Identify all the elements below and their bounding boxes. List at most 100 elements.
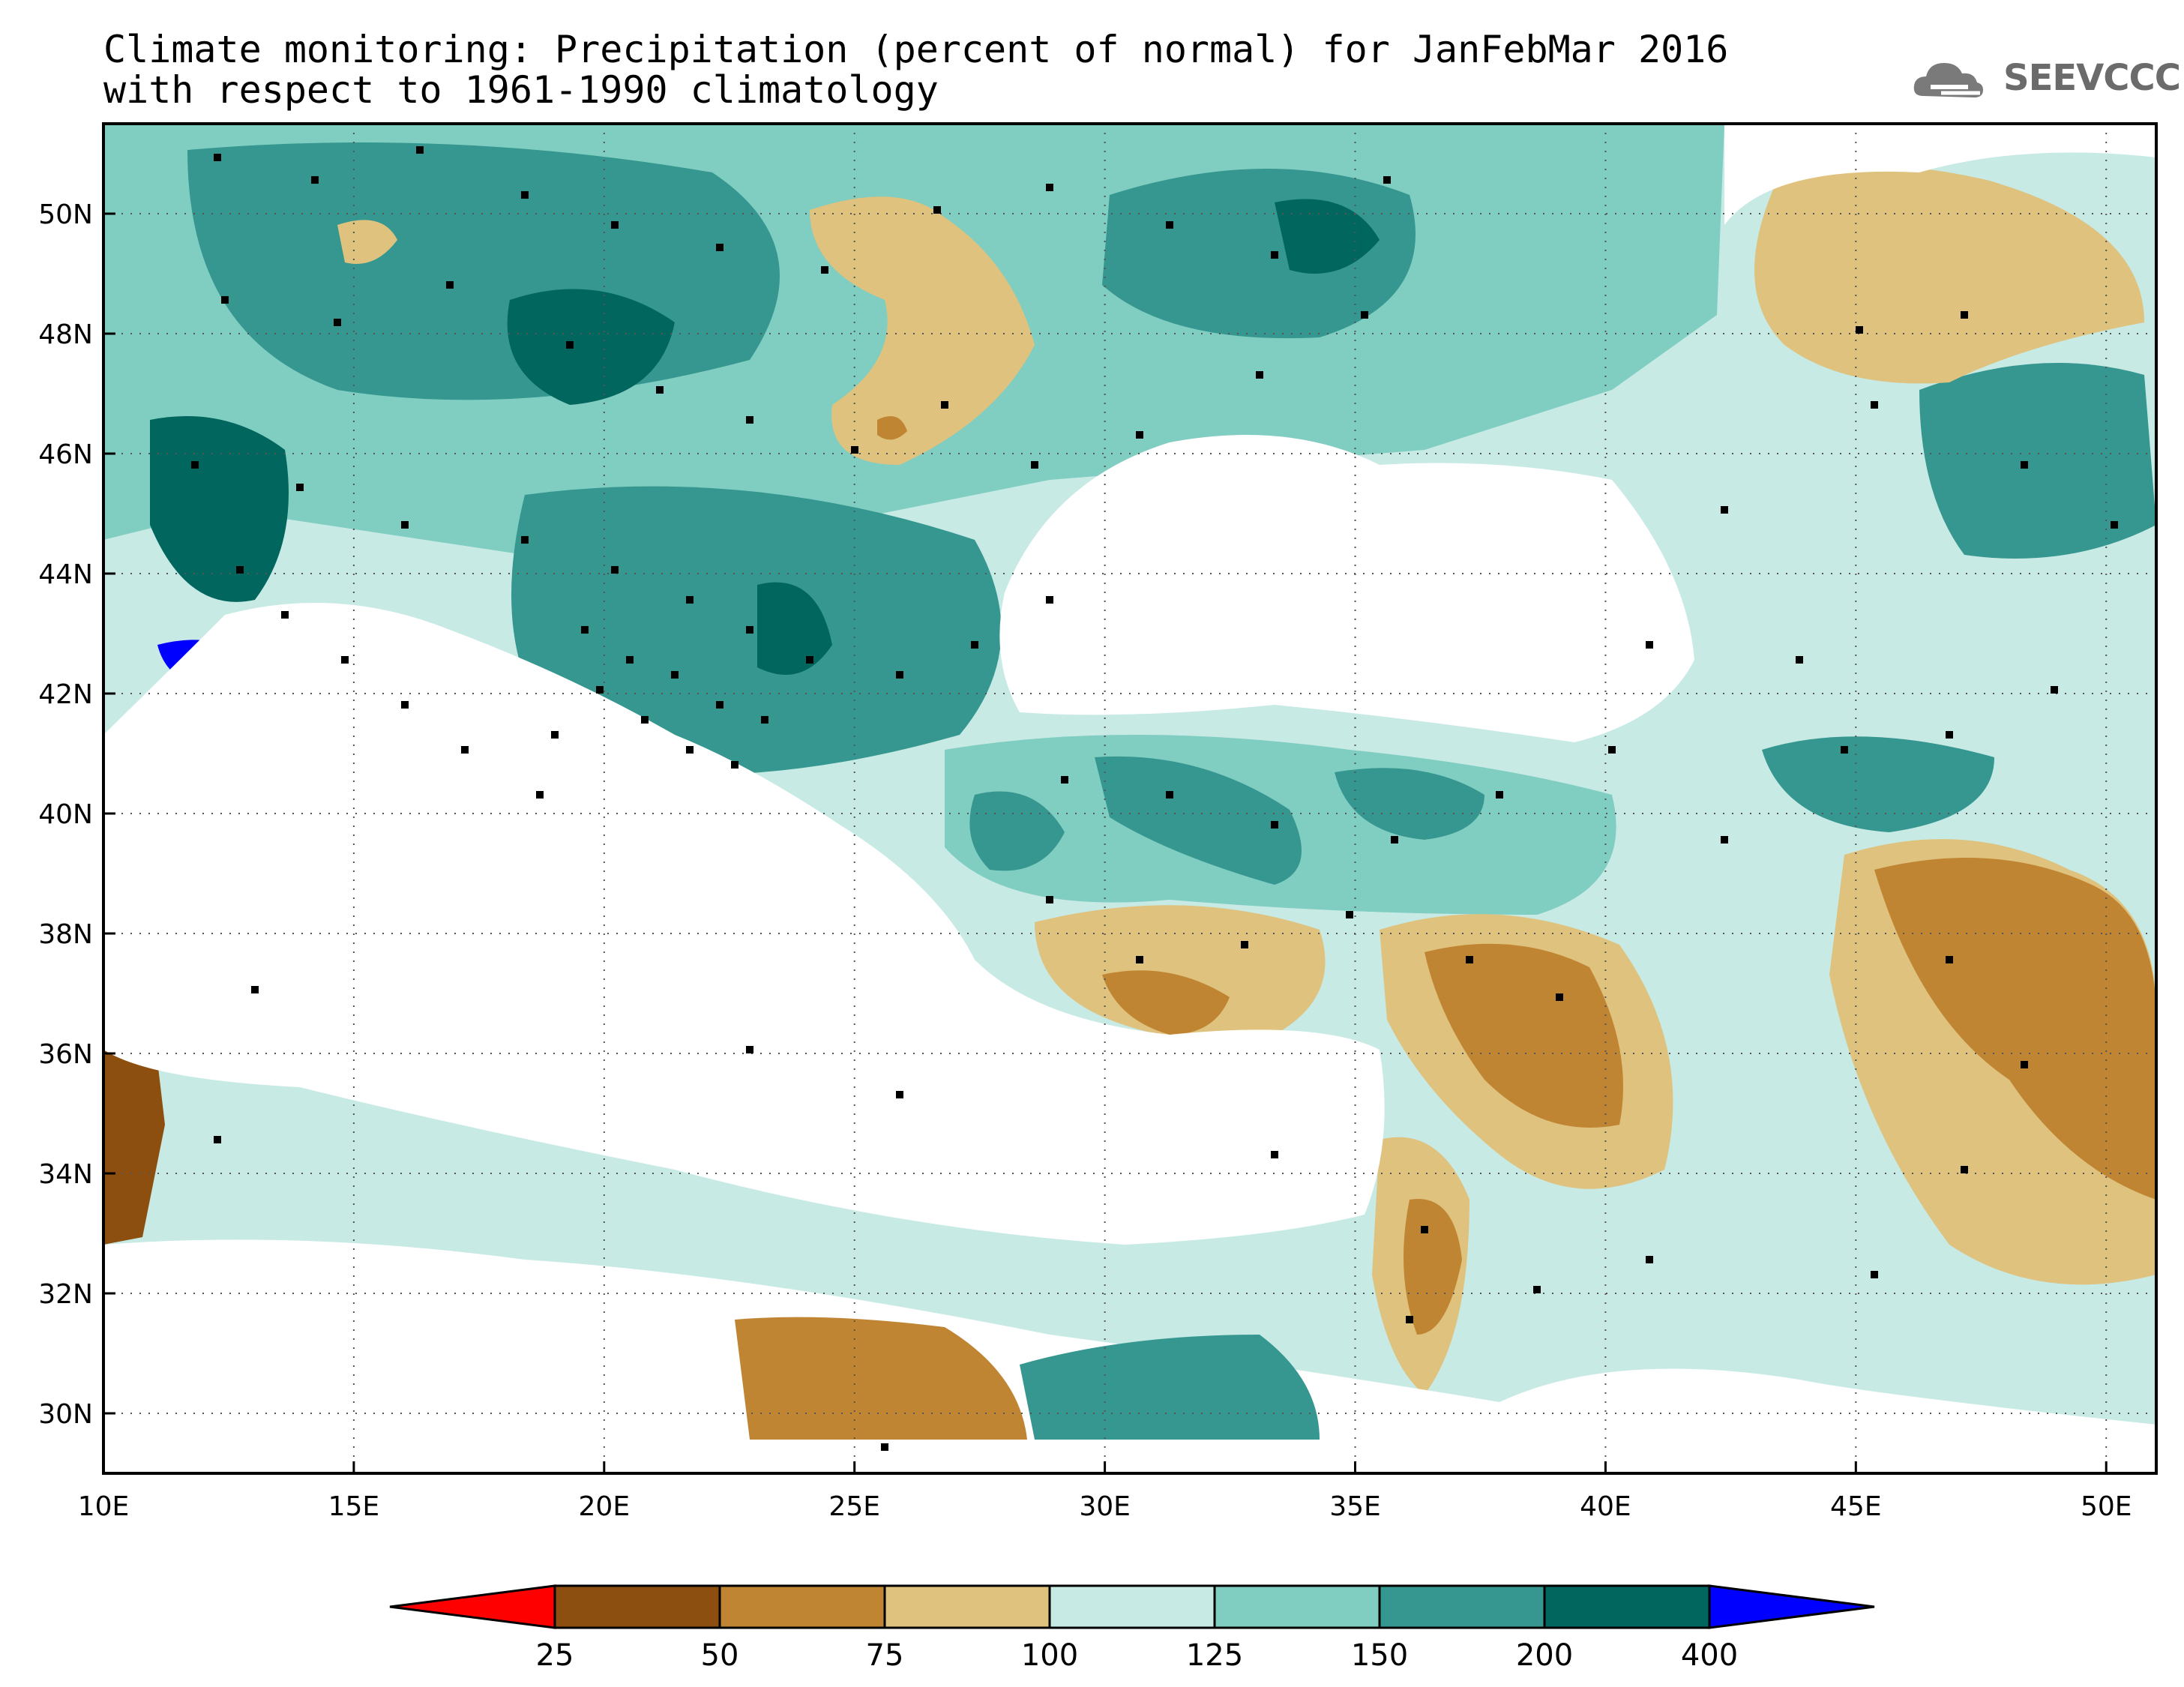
darkest-teal-region-italy xyxy=(150,416,289,602)
station-marker xyxy=(2021,1061,2028,1068)
colorbar-segment xyxy=(1213,1584,1381,1629)
dark-teal-region-ukraine xyxy=(1102,169,1416,339)
station-marker xyxy=(191,461,199,469)
x-tick-label: 50E xyxy=(2081,1491,2132,1522)
colorbar-segment xyxy=(1543,1584,1711,1629)
very-dry-region-levant xyxy=(1404,1199,1462,1335)
station-marker xyxy=(686,746,694,754)
y-tick-label: 32N xyxy=(38,1279,93,1310)
very-dry-spot-romania xyxy=(877,416,907,440)
very-dry-region-antalya xyxy=(1102,970,1230,1035)
station-marker xyxy=(1841,746,1848,754)
station-marker xyxy=(401,701,409,709)
station-marker xyxy=(446,281,454,289)
station-marker xyxy=(1961,311,1968,319)
colorbar-label: 125 xyxy=(1186,1638,1243,1673)
y-tick-label: 48N xyxy=(38,319,93,350)
station-marker xyxy=(1721,836,1728,844)
station-marker xyxy=(1871,1271,1878,1278)
x-tick-label: 15E xyxy=(328,1491,380,1522)
station-marker xyxy=(1241,941,1248,948)
colorbar-segment xyxy=(1048,1584,1216,1629)
station-marker xyxy=(236,566,244,574)
colorbar-label: 75 xyxy=(866,1638,904,1673)
station-marker xyxy=(1046,184,1053,191)
station-markers xyxy=(191,146,2118,1451)
x-tick-label: 30E xyxy=(1079,1491,1131,1522)
station-marker xyxy=(1646,1256,1653,1263)
darkest-teal-region xyxy=(507,289,675,405)
grid-lines xyxy=(103,124,2156,1473)
station-marker xyxy=(686,596,694,604)
y-tick-label: 34N xyxy=(38,1159,93,1190)
station-marker xyxy=(851,446,858,454)
darkest-teal-region-balkans xyxy=(757,582,832,675)
y-tick-label: 40N xyxy=(38,799,93,830)
station-marker xyxy=(1533,1286,1541,1293)
station-marker xyxy=(1046,596,1053,604)
colorbar-segment xyxy=(883,1584,1051,1629)
colorbar-label: 25 xyxy=(536,1638,574,1673)
dark-teal-region-turkey-west xyxy=(1095,756,1302,885)
station-marker xyxy=(1391,836,1398,844)
station-marker xyxy=(2111,521,2118,529)
station-marker xyxy=(731,761,738,769)
station-marker xyxy=(1796,656,1803,664)
station-marker xyxy=(656,386,664,394)
x-tick-label: 20E xyxy=(579,1491,631,1522)
dry-region-russia xyxy=(1754,163,2144,384)
dry-spot-czech xyxy=(337,220,397,264)
map-frame xyxy=(102,122,2158,1475)
station-marker xyxy=(641,716,649,724)
station-marker xyxy=(1961,1166,1968,1173)
station-marker xyxy=(1346,911,1353,918)
station-marker xyxy=(671,671,679,679)
station-marker xyxy=(334,319,341,326)
station-marker xyxy=(746,1046,753,1053)
dark-teal-region-caspian xyxy=(1919,363,2156,559)
station-marker xyxy=(536,791,544,799)
map-title: Climate monitoring: Precipitation (perce… xyxy=(103,28,1729,71)
y-tick-label: 44N xyxy=(38,559,93,590)
station-marker xyxy=(941,401,948,409)
station-marker xyxy=(881,1443,888,1451)
station-marker xyxy=(1271,821,1278,829)
very-dry-region-syria xyxy=(1425,943,1623,1128)
y-tick-label: 38N xyxy=(38,919,93,950)
station-marker xyxy=(1136,956,1143,963)
station-marker xyxy=(461,746,469,754)
station-marker xyxy=(296,484,304,491)
cloud-icon xyxy=(1913,63,1983,97)
logo-text: SEEVCCC xyxy=(2003,57,2181,99)
station-marker xyxy=(1166,791,1173,799)
station-marker xyxy=(311,176,319,184)
station-marker xyxy=(1061,776,1068,784)
x-tick-label: 45E xyxy=(1830,1491,1882,1522)
x-tick-label: 10E xyxy=(78,1491,130,1522)
station-marker xyxy=(1031,461,1038,469)
station-marker xyxy=(2051,686,2058,694)
colorbar: 25 50 75 100 125 150 200 400 xyxy=(389,1584,1875,1673)
station-marker xyxy=(521,536,529,544)
station-marker xyxy=(401,521,409,529)
station-marker xyxy=(566,341,574,349)
mediterranean-sea xyxy=(103,603,1385,1245)
station-marker xyxy=(521,191,529,199)
station-marker xyxy=(971,641,978,649)
station-marker xyxy=(1046,896,1053,903)
station-marker xyxy=(1421,1226,1428,1233)
station-marker xyxy=(1256,371,1263,379)
dark-teal-region-caucasus xyxy=(1762,736,1994,832)
colorbar-label: 400 xyxy=(1681,1638,1738,1673)
station-marker xyxy=(626,656,634,664)
station-marker xyxy=(1166,221,1173,229)
station-marker xyxy=(806,656,813,664)
no-data-north-east xyxy=(1724,124,2156,225)
station-marker xyxy=(2021,461,2028,469)
colorbar-label: 100 xyxy=(1021,1638,1078,1673)
station-marker xyxy=(1608,746,1616,754)
station-marker xyxy=(1361,311,1368,319)
station-marker xyxy=(1871,401,1878,409)
station-marker xyxy=(1556,993,1563,1001)
station-marker xyxy=(716,244,724,251)
